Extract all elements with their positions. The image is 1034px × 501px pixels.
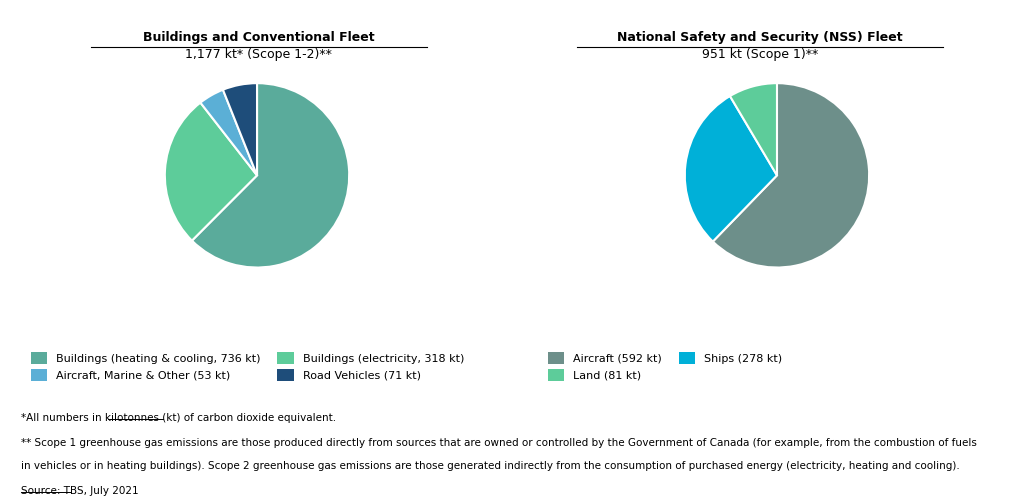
Wedge shape — [192, 83, 349, 268]
Wedge shape — [223, 83, 257, 175]
Legend: Aircraft (592 kt), Land (81 kt), Ships (278 kt): Aircraft (592 kt), Land (81 kt), Ships (… — [543, 348, 787, 385]
Text: Buildings and Conventional Fleet: Buildings and Conventional Fleet — [143, 31, 374, 44]
Wedge shape — [201, 90, 257, 175]
Wedge shape — [730, 83, 777, 175]
Wedge shape — [164, 103, 257, 240]
Text: National Safety and Security (NSS) Fleet: National Safety and Security (NSS) Fleet — [617, 31, 903, 44]
Wedge shape — [685, 96, 777, 241]
Text: in vehicles or in heating buildings). Scope 2 greenhouse gas emissions are those: in vehicles or in heating buildings). Sc… — [21, 461, 960, 471]
Text: Source: TBS, July 2021: Source: TBS, July 2021 — [21, 486, 139, 496]
Legend: Buildings (heating & cooling, 736 kt), Aircraft, Marine & Other (53 kt), Buildin: Buildings (heating & cooling, 736 kt), A… — [26, 348, 468, 385]
Text: 951 kt (Scope 1)**: 951 kt (Scope 1)** — [702, 48, 818, 61]
Text: *All numbers in kilotonnes (kt) of carbon dioxide equivalent.: *All numbers in kilotonnes (kt) of carbo… — [21, 413, 336, 423]
Wedge shape — [712, 83, 870, 268]
Text: 1,177 kt* (Scope 1-2)**: 1,177 kt* (Scope 1-2)** — [185, 48, 332, 61]
Text: ** Scope 1 greenhouse gas emissions are those produced directly from sources tha: ** Scope 1 greenhouse gas emissions are … — [21, 438, 976, 448]
